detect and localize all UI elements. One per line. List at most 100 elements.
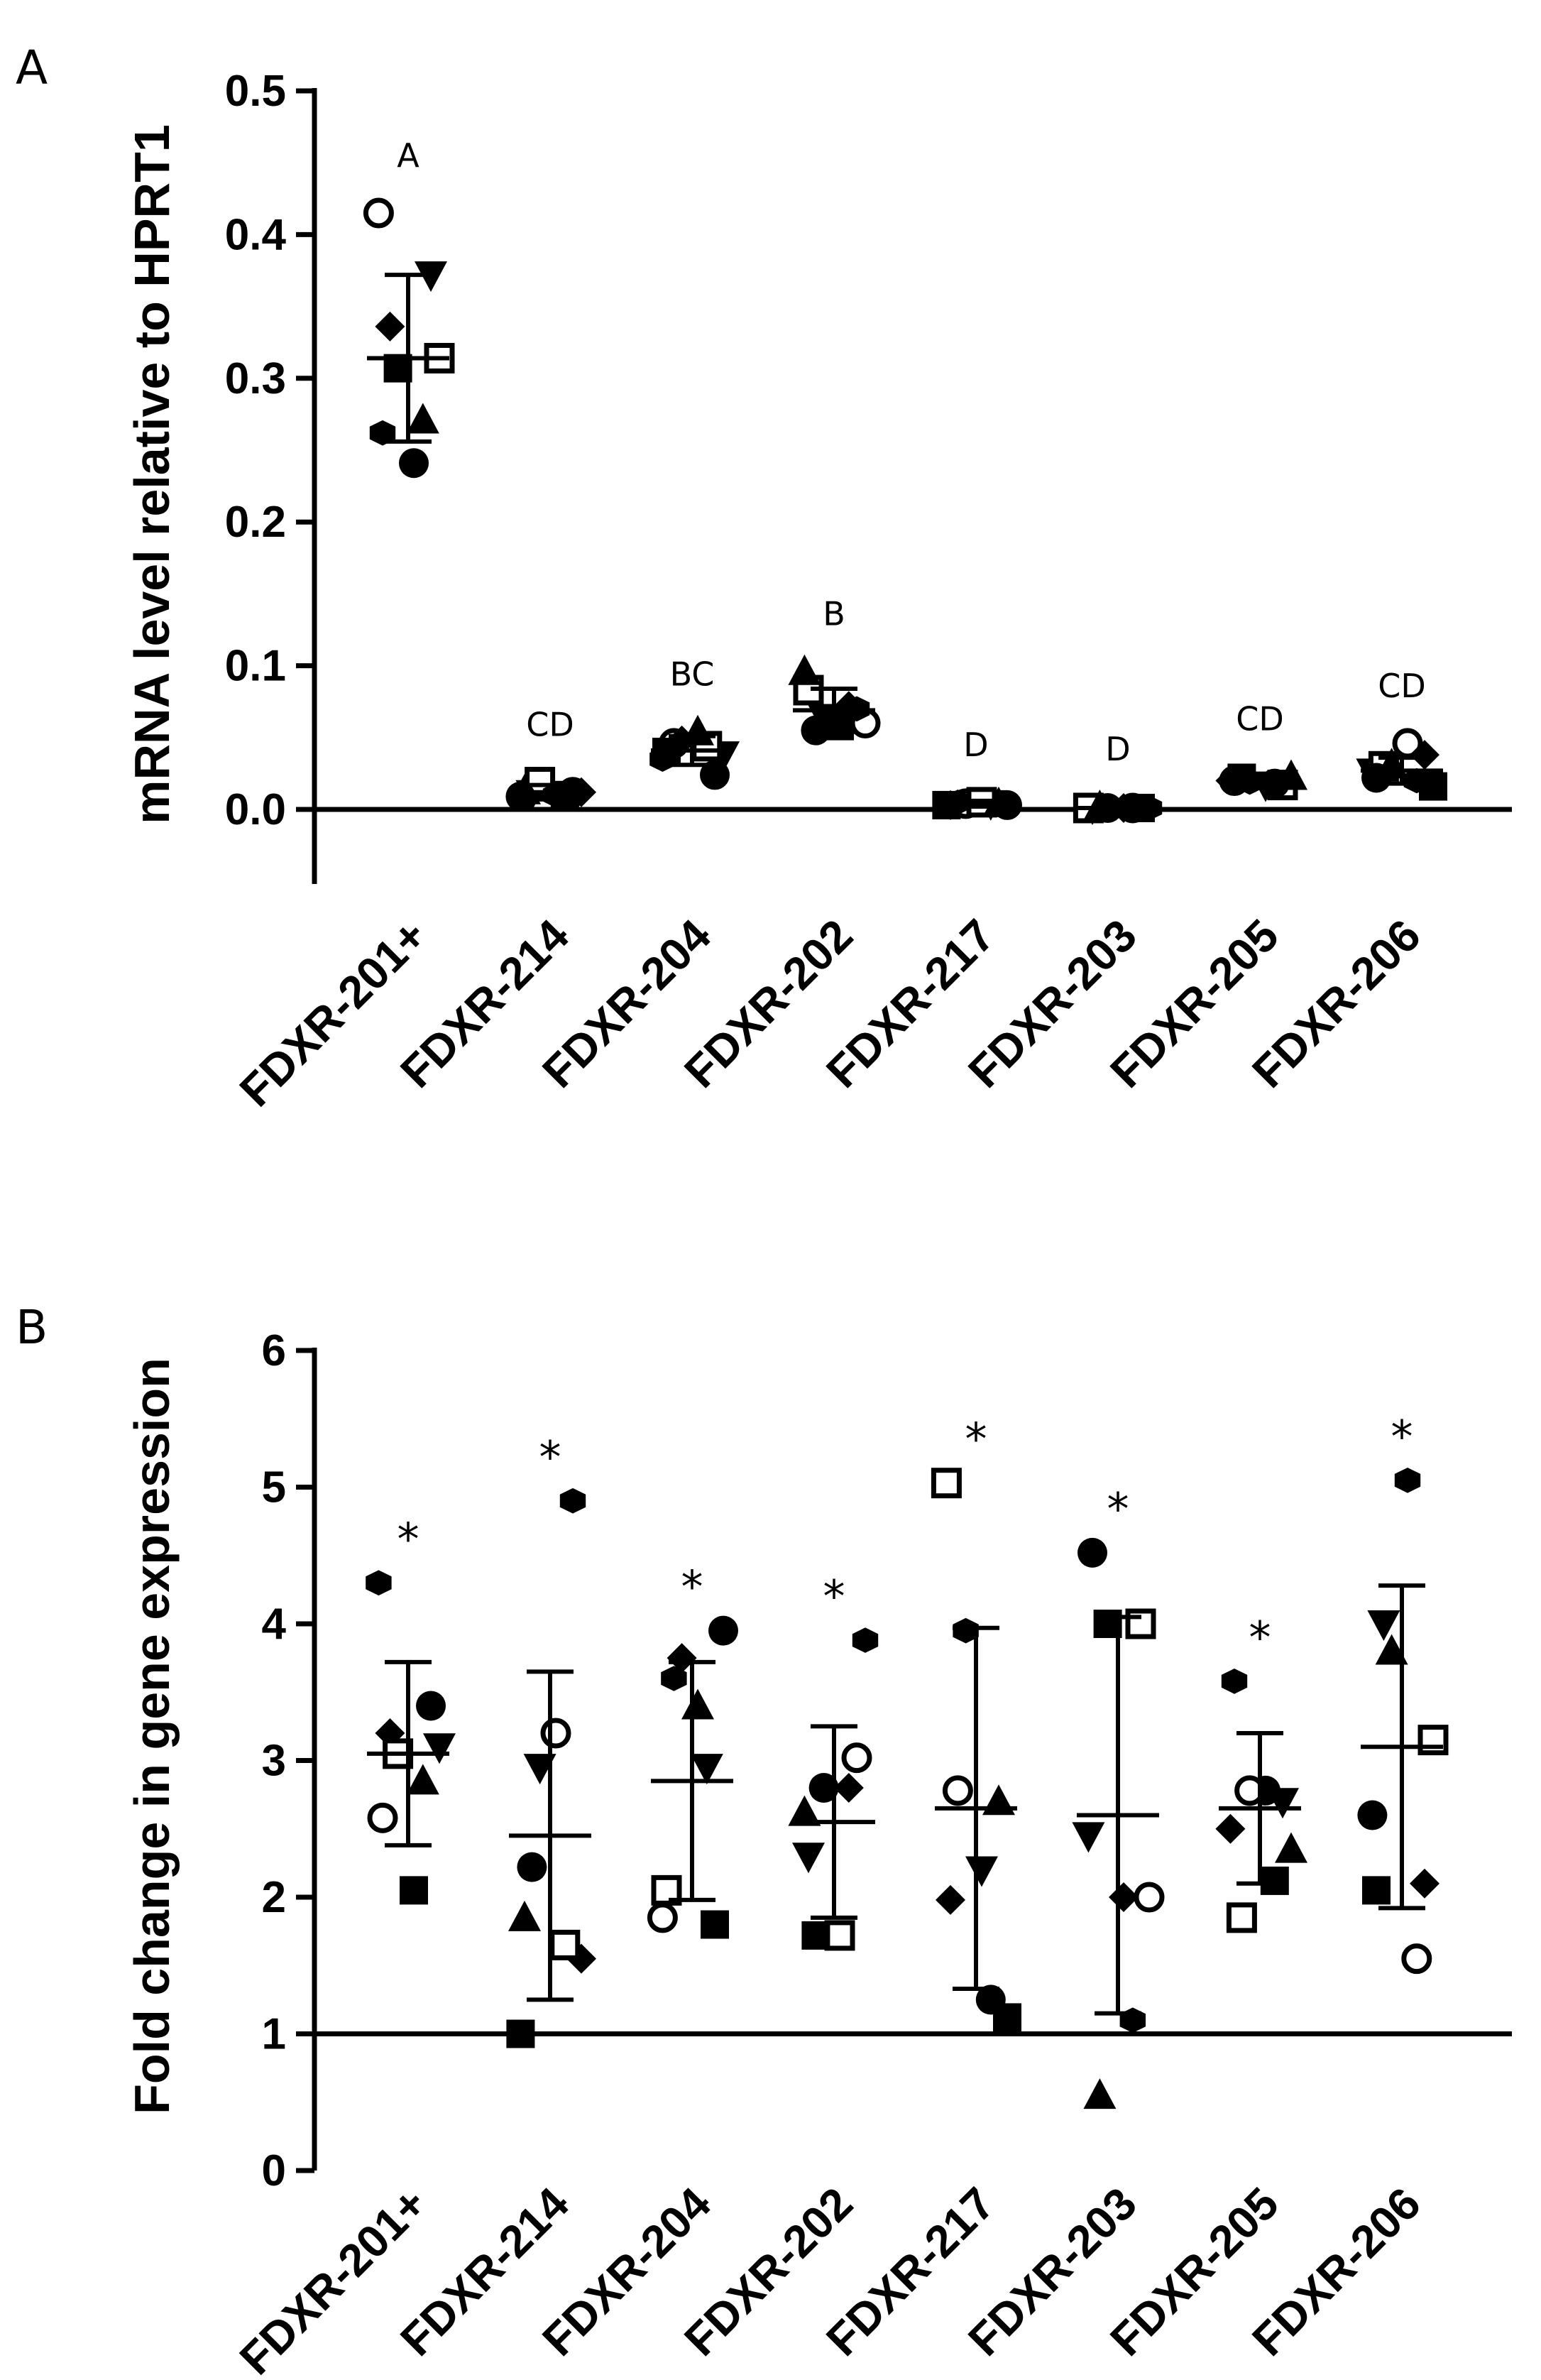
panel-a-chart: 0.0 0.1 0.2 0.3 0.4 0.5 mRNA level relative to… (124, 67, 1512, 1116)
data-point-open-circle (647, 1902, 678, 1933)
data-point-triangle-down (1367, 1610, 1400, 1641)
significance-label: * (681, 1561, 703, 1613)
significance-label: A (397, 136, 419, 175)
significance-label: * (1107, 1483, 1129, 1535)
significance-label: * (965, 1414, 987, 1465)
data-point-triangle-down (423, 1733, 456, 1764)
data-point-hexagon (661, 1666, 687, 1691)
significance-label: CD (1378, 667, 1426, 705)
significance-label: B (823, 595, 845, 633)
data-point-open-square (1226, 1902, 1257, 1933)
data-point-hexagon (1403, 768, 1430, 794)
data-point-hexagon (953, 1617, 979, 1644)
data-point-open-square (1417, 1725, 1449, 1756)
y-tick-label: 0.1 (225, 642, 286, 691)
data-point-circle (399, 448, 429, 479)
data-point-hexagon (852, 1627, 879, 1653)
panel-letter-a: A (16, 40, 48, 95)
data-point-square (1362, 1876, 1391, 1905)
data-point-square (801, 1921, 830, 1950)
significance-label: * (1249, 1612, 1271, 1664)
data-point-open-circle (1234, 1775, 1266, 1806)
data-point-square (993, 2003, 1021, 2032)
data-point-open-circle (540, 1718, 571, 1749)
data-point-square (701, 1910, 729, 1939)
data-point-circle (1357, 1800, 1388, 1830)
data-point-open-circle (1401, 1943, 1432, 1975)
significance-label: * (539, 1431, 561, 1483)
panel-letter-b: B (16, 1300, 48, 1355)
data-point-open-square (824, 1920, 855, 1951)
data-point-square (506, 2019, 535, 2048)
panel-b-chart: 0 1 2 3 4 5 6 Fold change in gene expression * FD… (124, 1326, 1512, 2380)
y-tick-label: 6 (262, 1326, 286, 1375)
data-point-open-circle (363, 197, 394, 229)
data-point-triangle (406, 1764, 439, 1795)
data-point-hexagon (1221, 1669, 1248, 1694)
data-point-triangle-down (792, 1843, 825, 1874)
y-tick-label: 5 (262, 1463, 286, 1512)
data-point-triangle-down (1266, 1788, 1299, 1819)
data-point-hexagon (366, 1570, 392, 1596)
category-label: FDXR-201+ (230, 2178, 437, 2380)
y-tick-label: 4 (262, 1600, 287, 1649)
y-tick-label: 0.2 (225, 498, 286, 547)
data-point-circle (808, 1773, 839, 1803)
significance-label: CD (1236, 699, 1284, 738)
significance-label: D (963, 726, 988, 764)
data-point-triangle (1083, 2078, 1117, 2109)
significance-label: CD (526, 706, 574, 744)
significance-label: * (1391, 1411, 1413, 1463)
data-point-diamond (667, 1643, 697, 1674)
data-point-circle (1077, 1537, 1107, 1568)
data-point-circle (416, 1691, 446, 1721)
data-point-square (1260, 1866, 1289, 1895)
data-point-triangle (406, 403, 439, 434)
data-point-triangle (508, 1900, 541, 1931)
y-tick-label: 0.0 (225, 785, 286, 834)
data-point-diamond (833, 1773, 864, 1803)
data-point-hexagon (369, 420, 396, 446)
data-point-open-circle (367, 1802, 398, 1833)
y-tick-label: 2 (262, 1873, 286, 1922)
y-axis-title: Fold change in gene expression (124, 1358, 180, 2114)
y-tick-label: 0.3 (225, 354, 286, 403)
y-tick-label: 0.5 (225, 67, 286, 116)
data-point-triangle (681, 1688, 714, 1720)
y-tick-label: 1 (262, 2010, 286, 2059)
data-point-triangle-down (1072, 1822, 1105, 1853)
data-point-diamond (936, 1884, 965, 1915)
data-point-triangle-down (965, 1856, 998, 1887)
data-point-circle (700, 760, 730, 790)
data-point-diamond (375, 311, 405, 342)
data-point-triangle (788, 1795, 821, 1826)
data-point-open-circle (841, 1742, 872, 1774)
data-point-circle (517, 1852, 547, 1882)
data-point-open-circle (1134, 1882, 1165, 1913)
data-point-circle (708, 1615, 738, 1646)
data-point-square (400, 1876, 428, 1905)
data-point-open-square (931, 1468, 962, 1499)
data-point-diamond (1410, 740, 1439, 770)
significance-label: D (1105, 730, 1130, 768)
y-tick-label: 3 (262, 1737, 286, 1786)
y-axis-title: mRNA level relative to HPRT1 (124, 124, 180, 824)
data-point-diamond (1215, 1813, 1246, 1844)
data-point-triangle (788, 654, 821, 685)
data-point-diamond (1410, 1868, 1439, 1899)
data-point-hexagon (1394, 1468, 1421, 1493)
data-point-open-circle (942, 1775, 973, 1806)
data-point-triangle (1275, 1832, 1307, 1863)
y-tick-label: 0.4 (225, 210, 287, 259)
category-label: FDXR-201+ (230, 910, 437, 1116)
data-point-hexagon (559, 1488, 586, 1514)
significance-label: BC (670, 655, 715, 694)
y-tick-label: 0 (262, 2146, 286, 2195)
data-point-circle (1361, 763, 1391, 793)
data-point-circle (505, 781, 536, 812)
significance-label: * (397, 1513, 419, 1565)
data-point-open-square (549, 1929, 581, 1960)
data-point-triangle-down (690, 1754, 723, 1785)
significance-label: * (823, 1571, 845, 1622)
